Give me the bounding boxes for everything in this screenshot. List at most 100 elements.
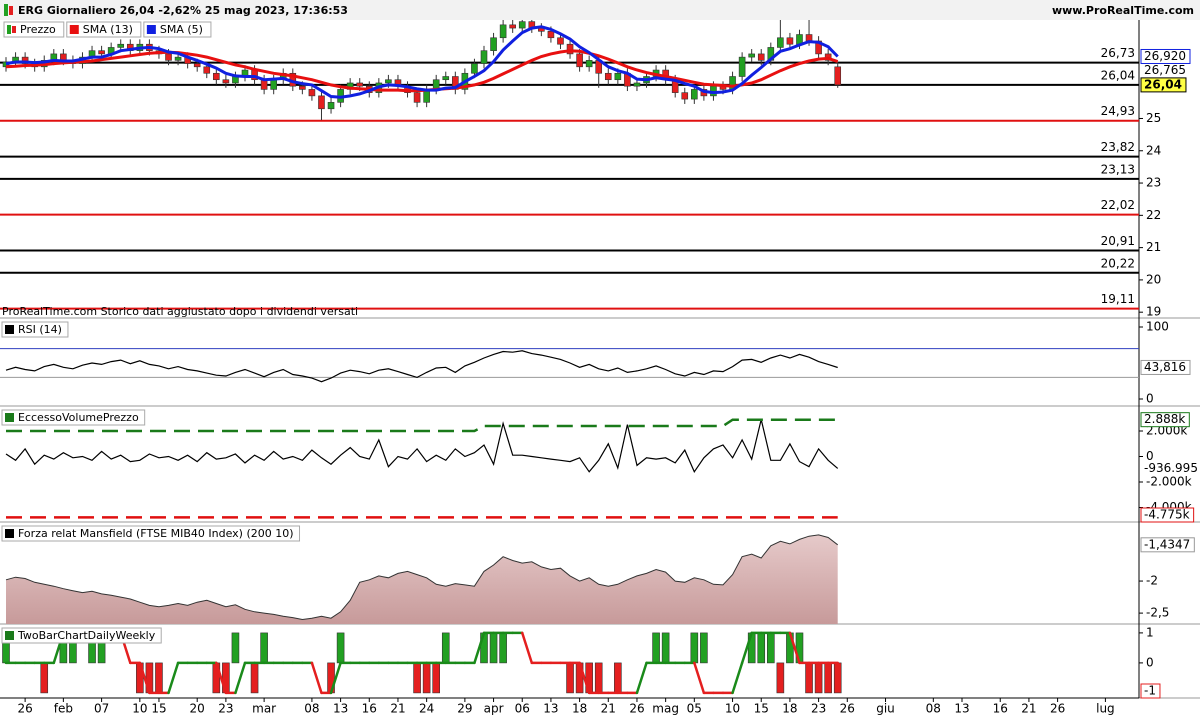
plot-area bbox=[5, 418, 839, 519]
bar bbox=[814, 662, 823, 694]
candle-body bbox=[604, 72, 612, 81]
panel-title-box bbox=[1, 321, 69, 338]
y-tick-label: 100 bbox=[1146, 319, 1169, 333]
candle-body bbox=[117, 43, 125, 48]
last-value-label: -936.995 bbox=[1144, 461, 1198, 475]
last-value-label: -1,4347 bbox=[1144, 537, 1190, 551]
step-line bbox=[578, 661, 591, 695]
bar bbox=[700, 632, 708, 664]
level-label: 24,93 bbox=[1101, 104, 1135, 118]
candle-body bbox=[518, 21, 526, 29]
plot-area bbox=[0, 348, 1139, 383]
indicator-line bbox=[5, 419, 839, 474]
panel-title-box bbox=[1, 525, 301, 542]
bar bbox=[766, 632, 775, 664]
value-label-box bbox=[1140, 537, 1195, 553]
x-tick-label: 15 bbox=[151, 702, 166, 716]
candle-body bbox=[566, 43, 574, 55]
x-tick-label: 06 bbox=[515, 702, 530, 716]
y-tick-label: 23 bbox=[1146, 176, 1161, 190]
legend-label: SMA (5) bbox=[160, 23, 203, 36]
bar bbox=[489, 632, 498, 664]
x-tick-label: 15 bbox=[754, 702, 769, 716]
y-tick-label: 22 bbox=[1146, 208, 1161, 222]
y-tick-label: 21 bbox=[1146, 240, 1161, 254]
bar bbox=[776, 662, 785, 694]
header-bar bbox=[0, 0, 1200, 20]
candle-body bbox=[633, 82, 641, 87]
bar bbox=[652, 632, 660, 664]
panel-title: EccessoVolumePrezzo bbox=[18, 411, 139, 424]
y-tick-label: 20 bbox=[1146, 272, 1161, 286]
level-label: 23,82 bbox=[1101, 140, 1135, 154]
x-tick-label: 18 bbox=[782, 702, 797, 716]
candle-body bbox=[805, 34, 813, 42]
x-tick-label: 26 bbox=[17, 702, 32, 716]
candle-body bbox=[691, 89, 698, 100]
candle-body bbox=[308, 89, 316, 97]
plot-area bbox=[2, 631, 842, 695]
bar bbox=[805, 662, 813, 694]
candle-body bbox=[681, 92, 689, 100]
candle-body bbox=[557, 37, 564, 45]
candle-body bbox=[270, 79, 277, 90]
level-label: 22,02 bbox=[1101, 198, 1135, 212]
x-tick-label: 10 bbox=[725, 702, 740, 716]
level-label: 20,22 bbox=[1101, 256, 1135, 270]
candle-body bbox=[318, 95, 325, 110]
chart-title: ERG Giornaliero 26,04 -2,62% 25 mag 2023… bbox=[18, 4, 348, 17]
step-line bbox=[740, 631, 753, 665]
bar bbox=[260, 632, 268, 664]
bar bbox=[432, 662, 441, 694]
panel-icon bbox=[5, 413, 14, 422]
candle-body bbox=[21, 56, 29, 64]
bar bbox=[336, 632, 345, 664]
level-label: 23,13 bbox=[1101, 162, 1135, 176]
legend-label: SMA (13) bbox=[83, 23, 133, 36]
legend-box bbox=[143, 21, 212, 38]
header-icon bbox=[9, 6, 13, 15]
y-tick-label: -2 bbox=[1146, 574, 1158, 588]
bar bbox=[441, 632, 450, 664]
legend-box bbox=[66, 21, 142, 38]
x-tick-label: 24 bbox=[419, 702, 434, 716]
x-tick-label: feb bbox=[54, 702, 73, 716]
bar bbox=[690, 632, 699, 664]
step-line bbox=[138, 661, 151, 695]
x-tick-label: 16 bbox=[362, 702, 377, 716]
candle-body bbox=[471, 63, 478, 74]
step-line bbox=[473, 631, 486, 665]
bar bbox=[499, 632, 507, 664]
y-tick-label: 25 bbox=[1146, 111, 1161, 125]
x-tick-label: 13 bbox=[333, 702, 348, 716]
bar bbox=[757, 632, 766, 664]
value-label-box bbox=[1140, 77, 1187, 93]
x-tick-label: 18 bbox=[572, 702, 587, 716]
bar bbox=[594, 662, 603, 694]
bar bbox=[833, 662, 842, 694]
candle-body bbox=[786, 37, 794, 45]
level-label: 26,04 bbox=[1101, 68, 1135, 82]
level-label: 19,11 bbox=[1101, 292, 1135, 306]
x-tick-label: 21 bbox=[601, 702, 616, 716]
panel-title: Forza relat Mansfield (FTSE MIB40 Index)… bbox=[18, 527, 294, 540]
step-line bbox=[788, 631, 801, 665]
candle-body bbox=[499, 24, 507, 39]
step-line bbox=[693, 661, 706, 695]
candle-body bbox=[777, 37, 784, 48]
bar bbox=[40, 662, 49, 694]
candle-body bbox=[193, 63, 201, 68]
y-tick-label: 24 bbox=[1146, 143, 1161, 157]
candle-body bbox=[165, 53, 172, 61]
bar bbox=[824, 662, 832, 694]
bar bbox=[661, 632, 670, 664]
last-value-label: -4.775k bbox=[1144, 508, 1190, 522]
panel-title-box bbox=[1, 627, 162, 644]
bar bbox=[413, 662, 421, 694]
step-line bbox=[234, 661, 247, 695]
panel-icon bbox=[5, 631, 14, 640]
x-tick-label: 26 bbox=[629, 702, 644, 716]
source[interactable]: www.ProRealTime.com bbox=[1052, 4, 1194, 17]
level-label: 20,91 bbox=[1101, 234, 1135, 248]
value-label-box bbox=[1140, 507, 1195, 523]
